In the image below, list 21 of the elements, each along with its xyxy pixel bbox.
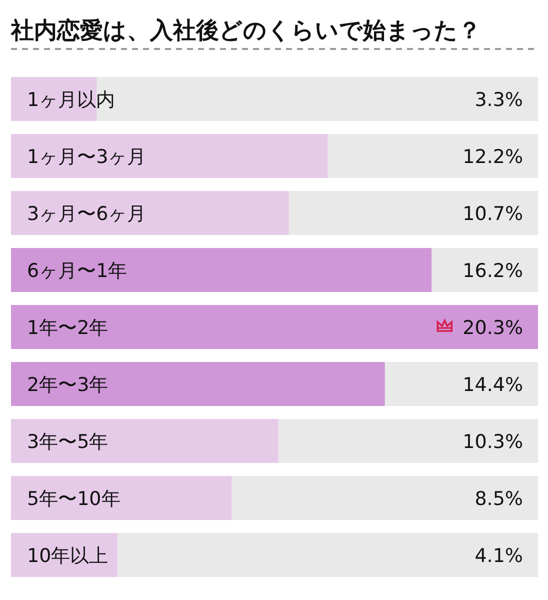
- data-label: 8.5%: [474, 488, 523, 510]
- data-label: 12.2%: [462, 146, 523, 168]
- data-label: 14.4%: [462, 374, 523, 396]
- y-tick-label: 1ヶ月以内: [27, 89, 116, 111]
- data-label: 20.3%: [462, 317, 523, 339]
- data-label: 4.1%: [474, 545, 523, 567]
- y-tick-label: 6ヶ月〜1年: [27, 260, 128, 282]
- data-label: 16.2%: [462, 260, 523, 282]
- y-tick-label: 5年〜10年: [27, 488, 120, 510]
- data-label: 3.3%: [474, 89, 523, 111]
- bar: [11, 533, 118, 577]
- y-tick-label: 3年〜5年: [27, 431, 108, 453]
- y-tick-label: 2年〜3年: [27, 374, 108, 396]
- data-label: 10.7%: [462, 203, 523, 225]
- chart-title: 社内恋愛は、入社後どのくらいで始まった？: [10, 17, 481, 44]
- bar: [11, 77, 97, 121]
- y-tick-label: 10年以上: [27, 545, 108, 567]
- data-label: 10.3%: [462, 431, 523, 453]
- y-tick-label: 1ヶ月〜3ヶ月: [27, 146, 146, 168]
- y-tick-label: 1年〜2年: [27, 317, 108, 339]
- y-tick-label: 3ヶ月〜6ヶ月: [27, 203, 146, 225]
